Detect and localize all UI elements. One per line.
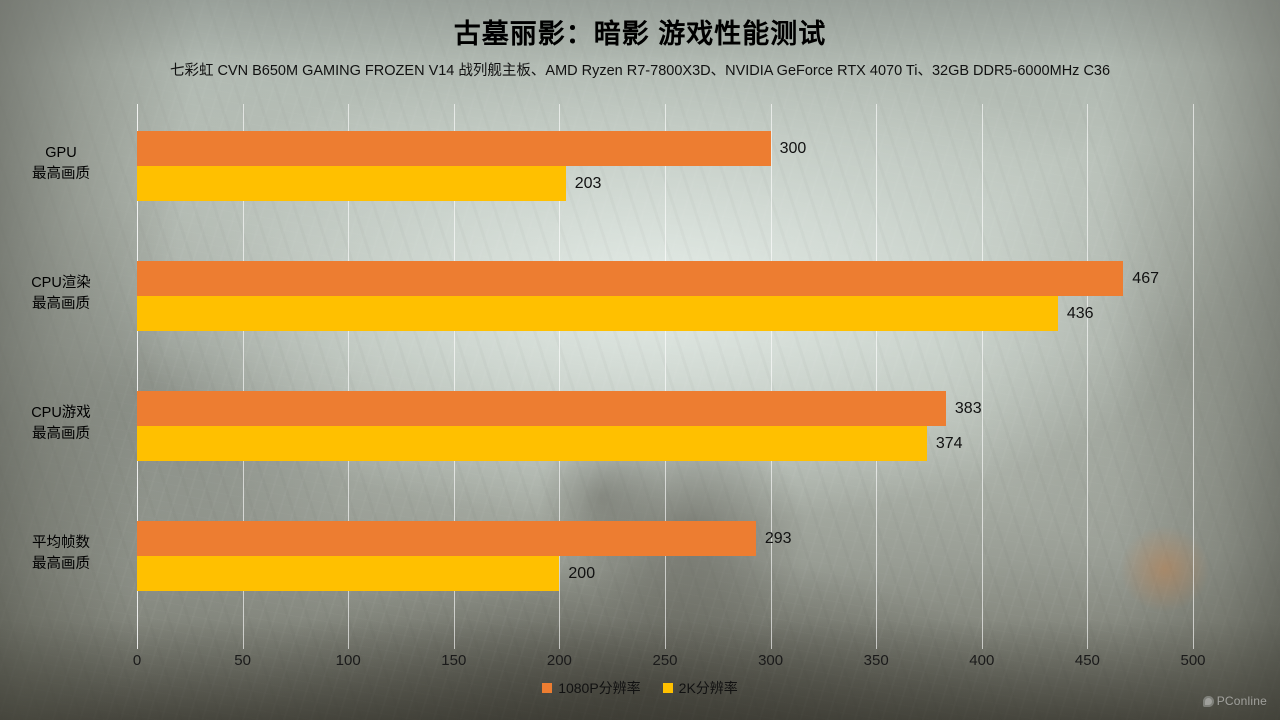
legend-swatch-icon <box>542 683 553 693</box>
x-axis-tick-label: 400 <box>969 652 995 669</box>
chart-subtitle: 七彩虹 CVN B650M GAMING FROZEN V14 战列舰主板、AM… <box>169 63 1111 79</box>
gridline <box>453 104 455 649</box>
bar-value-label: 300 <box>779 140 807 157</box>
bar-1080p <box>137 131 771 166</box>
legend-item[interactable]: 1080P分辨率 <box>542 678 641 698</box>
category-label-line2: 最高画质 <box>32 296 90 312</box>
gridline <box>559 104 561 649</box>
bar-value-label: 383 <box>954 400 982 417</box>
bar-2k <box>137 556 560 591</box>
category-label: GPU 最高画质 <box>0 143 126 185</box>
category-label: CPU游戏最高画质 <box>0 403 126 445</box>
bar-row: 293 <box>137 521 1193 556</box>
x-axis-tick-label: 100 <box>335 652 361 669</box>
bar-2k <box>137 426 927 461</box>
bar-row: 200 <box>137 556 1193 591</box>
page-title: 古墓丽影：暗影 游戏性能测试 <box>453 19 827 49</box>
bar-1080p <box>137 391 946 426</box>
bar-value-label: 467 <box>1132 270 1159 287</box>
x-axis-tick-label: 50 <box>234 652 251 669</box>
chart-legend: 1080P分辨率 2K分辨率 <box>0 678 1280 698</box>
chart-header: 古墓丽影：暗影 游戏性能测试 七彩虹 CVN B650M GAMING FROZ… <box>0 0 1280 81</box>
bar-row: 436 <box>137 296 1193 331</box>
watermark-label: PConline <box>1216 694 1267 708</box>
category-label-line1: GPU <box>45 145 77 161</box>
legend-label: 2K分辨率 <box>678 680 738 696</box>
bar-row: 374 <box>137 426 1193 461</box>
bar-1080p <box>137 261 1124 296</box>
legend-label: 1080P分辨率 <box>558 680 641 696</box>
bar-group: GPU 最高画质 300 203 <box>32 131 1193 201</box>
category-label-line1: 平均帧数 <box>32 535 90 551</box>
pconline-watermark: PConline <box>1202 694 1267 708</box>
category-label-line2: 最高画质 <box>32 166 90 182</box>
gridline <box>876 104 878 649</box>
bar-1080p <box>137 521 756 556</box>
category-label-line2: 最高画质 <box>32 556 90 572</box>
pconline-logo-icon <box>1202 695 1214 707</box>
x-axis-tick-label: 300 <box>758 652 784 669</box>
bar-row: 467 <box>137 261 1193 296</box>
bar-value-label: 436 <box>1066 305 1094 322</box>
gridline <box>137 104 138 649</box>
gridline <box>981 104 983 649</box>
category-label-line1: CPU游戏 <box>31 405 91 421</box>
category-label: CPU渲染最高画质 <box>0 273 126 315</box>
legend-swatch-icon <box>662 683 673 693</box>
x-axis-tick-label: 0 <box>132 652 142 669</box>
category-label-line2: 最高画质 <box>32 426 90 442</box>
bar-value-label: 293 <box>764 530 792 547</box>
category-label-line1: CPU渲染 <box>31 275 91 291</box>
gridline <box>1087 104 1089 649</box>
x-axis-tick-label: 200 <box>546 652 572 669</box>
bar-value-label: 203 <box>574 175 602 192</box>
x-axis-tick-label: 450 <box>1074 652 1100 669</box>
bar-2k <box>137 166 566 201</box>
bar-group: CPU游戏最高画质 383 374 <box>31 391 1193 461</box>
bar-group: CPU渲染最高画质 467 436 <box>31 261 1193 331</box>
x-axis-tick-label: 150 <box>441 652 467 669</box>
bar-row: 203 <box>137 166 1193 201</box>
gridline <box>1193 104 1194 649</box>
bar-value-label: 374 <box>935 435 963 452</box>
legend-item[interactable]: 2K分辨率 <box>662 678 738 698</box>
bar-group: 平均帧数最高画质 293 200 <box>32 521 1193 591</box>
x-axis-tick-label: 500 <box>1180 652 1206 669</box>
bar-row: 383 <box>137 391 1193 426</box>
bar-2k <box>137 296 1058 331</box>
gridline <box>348 104 350 649</box>
bar-row: 300 <box>137 131 1193 166</box>
gridline <box>770 104 772 649</box>
gridline <box>242 104 244 649</box>
plot-area: GPU 最高画质 300 203 CPU渲染 最高画质 467 436 CPU游戏 最高画质 383… <box>31 104 1194 649</box>
x-axis: 0 50 100 150 200 250 300 350 400 450 500 <box>133 649 1206 673</box>
category-label: 平均帧数 最高画质 <box>0 533 126 575</box>
bar-value-label: 200 <box>568 565 596 582</box>
gridline <box>665 104 666 649</box>
x-axis-tick-label: 250 <box>652 652 678 669</box>
x-axis-tick-label: 350 <box>863 652 889 669</box>
